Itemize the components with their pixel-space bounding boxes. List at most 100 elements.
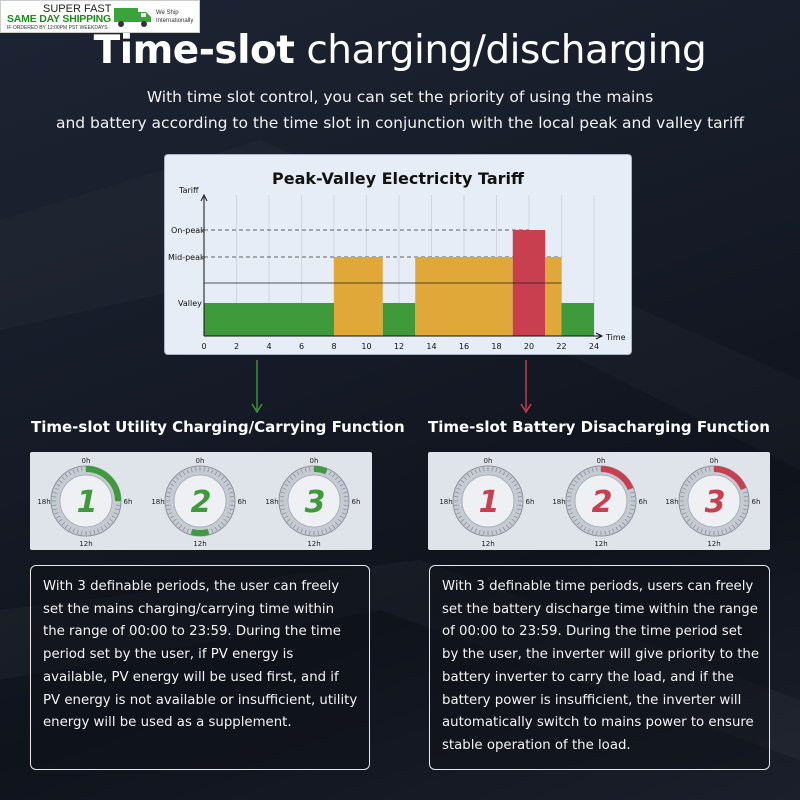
x-tick-label: 8 — [331, 342, 336, 351]
dial-tick — [321, 529, 324, 534]
dial-tick — [186, 469, 189, 474]
dial-tick — [72, 469, 75, 474]
left-section-title: Time-slot Utility Charging/Carrying Func… — [31, 418, 405, 436]
dial-number: 3 — [705, 485, 726, 520]
subtitle-line1: With time slot control, you can set the … — [146, 88, 654, 106]
dial-tick — [456, 512, 461, 515]
dial-tick — [337, 480, 342, 483]
dial-tick — [65, 473, 68, 478]
dial-tick — [182, 471, 186, 476]
dial-tick — [343, 504, 348, 506]
dial-tick — [680, 496, 685, 498]
dial-tick — [696, 526, 700, 531]
dial-graphic: 2 0h 6h 12h 18h — [552, 457, 648, 548]
dial-tick — [467, 473, 470, 478]
dial-tick — [509, 522, 513, 526]
dial-tick — [115, 504, 120, 506]
dial-tick — [474, 528, 477, 533]
tariff-bar — [415, 257, 513, 336]
dial-tick — [89, 530, 91, 535]
dial-tick — [506, 524, 509, 529]
dial-label-top: 0h — [484, 457, 493, 465]
dial: 1 0h 6h 12h 18h — [30, 452, 142, 550]
dial-tick — [296, 526, 300, 531]
dial-label-left: 18h — [151, 498, 164, 506]
badge-line3: IF ORDERED BY 12:00PM PST WEEKDAYS — [7, 25, 108, 31]
dial-tick — [207, 529, 210, 534]
dial-label-left: 18h — [265, 498, 278, 506]
dial-tick — [725, 528, 728, 533]
dial-tick — [491, 530, 493, 535]
dial-graphic: 3 0h 6h 12h 18h — [265, 457, 360, 548]
dial-tick — [76, 529, 79, 534]
dial-tick — [483, 467, 485, 472]
dial-number: 1 — [77, 485, 98, 520]
dial-tick — [328, 471, 332, 476]
subtitle-line2: and battery according to the time slot i… — [55, 114, 745, 132]
x-tick-label: 18 — [491, 342, 501, 351]
dial-tick — [223, 519, 228, 522]
dial-tick — [296, 471, 300, 476]
dial: 2 0h 6h 12h 18h — [545, 452, 657, 550]
dial-tick — [214, 471, 218, 476]
dial-tick — [580, 473, 583, 478]
dial-tick — [686, 519, 691, 522]
dial-face — [461, 474, 515, 528]
x-tick-label: 20 — [524, 342, 534, 351]
dial-tick — [470, 526, 474, 531]
dial-tick — [700, 469, 703, 474]
dial-tick — [615, 526, 619, 531]
dial-tick — [304, 468, 307, 473]
dial-tick — [478, 529, 481, 534]
tariff-bar — [545, 257, 562, 336]
dial-active-arc — [600, 466, 634, 491]
dial-tick — [300, 528, 303, 533]
dial-tick — [81, 530, 83, 535]
dial-label-top: 0h — [82, 457, 91, 465]
dial-tick — [704, 468, 707, 473]
dial-label-top: 0h — [710, 457, 719, 465]
dial-tick — [573, 480, 578, 483]
dial-tick — [166, 504, 171, 506]
dial-tick — [58, 480, 63, 483]
dial-tick — [65, 524, 68, 529]
dial-tick — [53, 508, 58, 511]
dial-label-right: 6h — [526, 498, 535, 506]
dial-tick — [454, 496, 459, 498]
dial-tick — [495, 529, 498, 534]
dial-tick — [179, 473, 182, 478]
dial-tick — [571, 483, 576, 487]
dial-tick — [591, 468, 594, 473]
dial-tick — [596, 467, 598, 472]
dial-tick — [470, 471, 474, 476]
dial-tick — [587, 469, 590, 474]
dial-tick — [681, 508, 686, 511]
dial-tick — [223, 480, 228, 483]
dial-tick — [182, 526, 186, 531]
dial-tick — [293, 524, 296, 529]
dial-tick — [170, 483, 175, 487]
truck-icon — [114, 8, 151, 27]
dial-active-arc — [713, 466, 747, 491]
dial-active-arc — [85, 466, 121, 502]
badge-line4: We Ship Internationally — [156, 10, 194, 24]
dial-tick — [502, 471, 506, 476]
dial-tick — [335, 522, 339, 526]
dial-tick — [304, 529, 307, 534]
dial-tick — [341, 487, 346, 490]
dial-graphic: 1 0h 6h 12h 18h — [37, 457, 132, 548]
dial-tick — [61, 522, 65, 526]
tariff-bar — [561, 303, 594, 336]
dial-tick — [167, 491, 172, 494]
dial-face — [173, 474, 227, 528]
dial-tick — [203, 467, 205, 472]
dial-tick — [728, 526, 732, 531]
dial-label-right: 6h — [639, 498, 648, 506]
dial-tick — [739, 515, 744, 519]
left-description: With 3 definable periods, the user can f… — [30, 565, 370, 770]
dial-tick — [190, 529, 193, 534]
dial: 2 0h 6h 12h 18h — [144, 452, 256, 550]
dial-tick — [225, 515, 230, 519]
dial-tick — [689, 522, 693, 526]
dial-tick — [743, 496, 748, 498]
